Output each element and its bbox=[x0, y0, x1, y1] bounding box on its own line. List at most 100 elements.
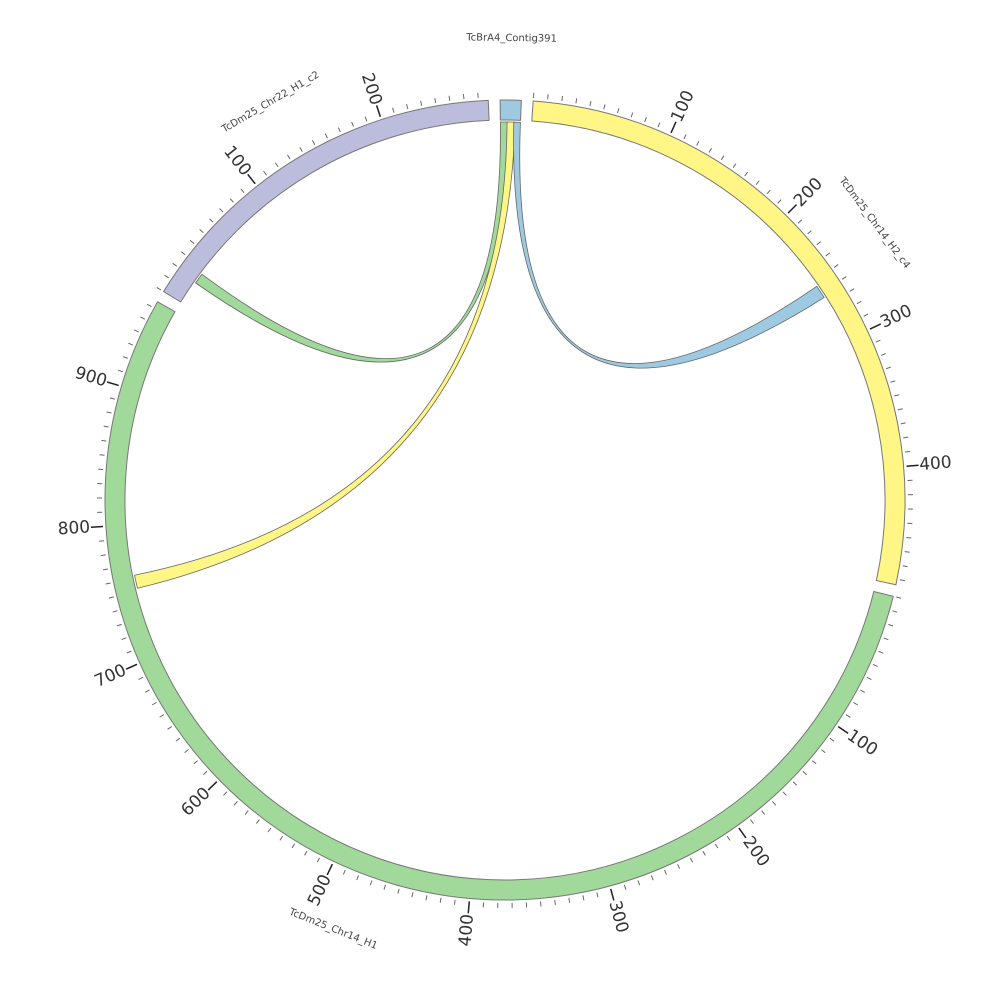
minor-tick bbox=[812, 760, 817, 765]
minor-tick bbox=[896, 596, 902, 599]
minor-tick bbox=[797, 219, 803, 224]
minor-tick bbox=[575, 98, 578, 104]
minor-tick bbox=[184, 749, 189, 754]
minor-tick bbox=[175, 737, 181, 742]
minor-tick bbox=[304, 850, 308, 856]
minor-tick bbox=[623, 884, 627, 890]
minor-tick bbox=[351, 121, 354, 127]
minor-tick bbox=[116, 623, 122, 627]
minor-tick bbox=[439, 897, 442, 903]
minor-tick bbox=[324, 133, 328, 139]
minor-tick bbox=[561, 95, 563, 102]
minor-tick bbox=[554, 899, 556, 905]
major-tick bbox=[375, 105, 382, 118]
segments bbox=[104, 99, 906, 901]
minor-tick bbox=[856, 300, 862, 305]
minor-tick bbox=[603, 104, 606, 110]
labels: TcBrA4_Contig391 TcDm25_Chr14_H2_c4 TcDm25… bbox=[219, 32, 912, 952]
minor-tick bbox=[755, 180, 760, 186]
minor-tick bbox=[103, 425, 109, 428]
major-tick bbox=[90, 525, 103, 529]
major-tick bbox=[467, 901, 471, 914]
minor-tick bbox=[841, 276, 847, 280]
minor-tick bbox=[167, 726, 172, 730]
minor-tick bbox=[102, 568, 109, 571]
minor-tick bbox=[172, 262, 178, 267]
minor-tick bbox=[425, 895, 428, 901]
minor-tick bbox=[100, 554, 106, 557]
minor-tick bbox=[369, 880, 373, 886]
major-tick bbox=[106, 381, 119, 387]
minor-tick bbox=[299, 147, 303, 152]
minor-tick bbox=[905, 450, 911, 453]
minor-tick bbox=[223, 791, 228, 796]
minor-tick bbox=[189, 239, 195, 244]
minor-tick bbox=[434, 97, 437, 104]
minor-tick bbox=[101, 439, 107, 442]
minor-tick bbox=[696, 140, 700, 146]
minor-tick bbox=[287, 154, 291, 160]
segment-label: TcDm25_Chr14_H1 bbox=[286, 906, 378, 952]
minor-tick bbox=[337, 127, 341, 133]
segment-arc bbox=[531, 100, 906, 586]
minor-tick bbox=[761, 810, 766, 815]
major-tick bbox=[609, 888, 615, 901]
major-tick bbox=[869, 323, 882, 330]
minor-tick bbox=[637, 880, 641, 886]
minor-tick bbox=[860, 689, 866, 693]
minor-tick bbox=[772, 801, 777, 806]
minor-tick bbox=[582, 895, 585, 901]
minor-tick bbox=[885, 366, 891, 370]
minor-tick bbox=[342, 869, 346, 875]
tick-label: 100 bbox=[219, 142, 255, 180]
tick-label: 100 bbox=[667, 87, 699, 125]
minor-tick bbox=[726, 835, 731, 841]
minor-tick bbox=[454, 899, 456, 905]
minor-tick bbox=[219, 208, 224, 213]
major-tick bbox=[837, 726, 849, 735]
minor-tick bbox=[825, 252, 830, 257]
minor-tick bbox=[146, 303, 152, 307]
link-ribbon bbox=[134, 121, 516, 589]
minor-tick bbox=[617, 108, 620, 114]
minor-tick bbox=[807, 230, 812, 235]
minor-tick bbox=[151, 701, 157, 706]
minor-tick bbox=[411, 892, 414, 898]
minor-tick bbox=[112, 610, 118, 613]
major-tick bbox=[125, 663, 138, 670]
minor-tick bbox=[244, 810, 249, 815]
minor-tick bbox=[903, 436, 909, 439]
minor-tick bbox=[689, 857, 694, 863]
minor-tick bbox=[596, 892, 599, 898]
minor-tick bbox=[106, 411, 112, 414]
minor-tick bbox=[894, 394, 900, 397]
minor-tick bbox=[383, 884, 386, 890]
minor-tick bbox=[291, 843, 296, 849]
tick-label: 200 bbox=[357, 71, 386, 108]
minor-tick bbox=[702, 850, 706, 856]
minor-tick bbox=[677, 863, 681, 869]
tick-label: 400 bbox=[918, 452, 952, 475]
minor-tick bbox=[547, 94, 549, 100]
minor-tick bbox=[792, 781, 798, 786]
minor-tick bbox=[128, 342, 134, 346]
minor-tick bbox=[853, 702, 859, 706]
minor-tick bbox=[630, 112, 634, 118]
minor-tick bbox=[233, 801, 238, 806]
segment-label: TcBrA4_Contig391 bbox=[465, 32, 557, 44]
minor-tick bbox=[888, 623, 894, 627]
minor-tick bbox=[240, 188, 245, 194]
tick-label: 400 bbox=[455, 913, 478, 947]
minor-tick bbox=[364, 116, 368, 122]
minor-tick bbox=[714, 843, 719, 849]
segment-label: TcDm25_Chr14_H2_c4 bbox=[836, 175, 912, 271]
minor-tick bbox=[732, 163, 737, 169]
minor-tick bbox=[900, 422, 906, 425]
tick-label: 900 bbox=[72, 363, 109, 391]
tick-label: 800 bbox=[57, 517, 91, 539]
minor-tick bbox=[782, 791, 787, 796]
minor-tick bbox=[777, 199, 782, 204]
minor-tick bbox=[99, 540, 105, 542]
minor-tick bbox=[263, 170, 267, 176]
minor-tick bbox=[118, 369, 124, 373]
